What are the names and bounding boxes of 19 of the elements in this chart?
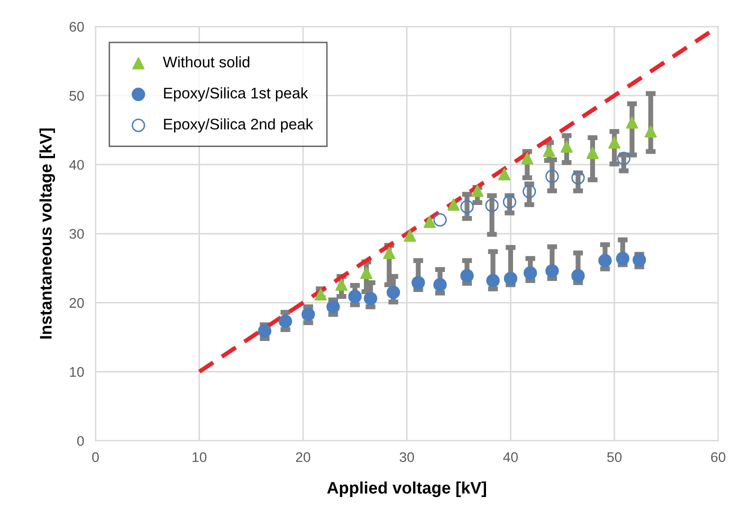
x-tick-label: 50 <box>607 452 622 462</box>
y-tick-label: 0 <box>77 436 84 446</box>
y-tick-label: 30 <box>69 228 84 239</box>
legend-label: Without solid <box>162 56 250 68</box>
legend-label: Epoxy/Silica 1st peak <box>164 87 308 102</box>
y-tick-label: 50 <box>70 90 84 101</box>
y-tick-label: 60 <box>70 22 84 32</box>
legend-label: Epoxy/Silica 2nd peak <box>164 118 314 133</box>
x-tick-label: 20 <box>296 452 310 462</box>
x-tick-label: 30 <box>400 452 414 462</box>
x-tick-label: 60 <box>711 452 726 462</box>
y-tick-label: 20 <box>70 298 84 308</box>
y-tick-label: 10 <box>70 367 84 377</box>
x-tick-label: 10 <box>192 452 206 462</box>
x-axis-title: Applied voltage [kV] <box>327 481 486 498</box>
x-tick-label: 40 <box>503 452 518 462</box>
y-axis-title: Instantaneous voltage [kV] <box>39 128 56 339</box>
x-tick-label: 0 <box>92 452 99 462</box>
y-tick-label: 40 <box>69 160 84 170</box>
